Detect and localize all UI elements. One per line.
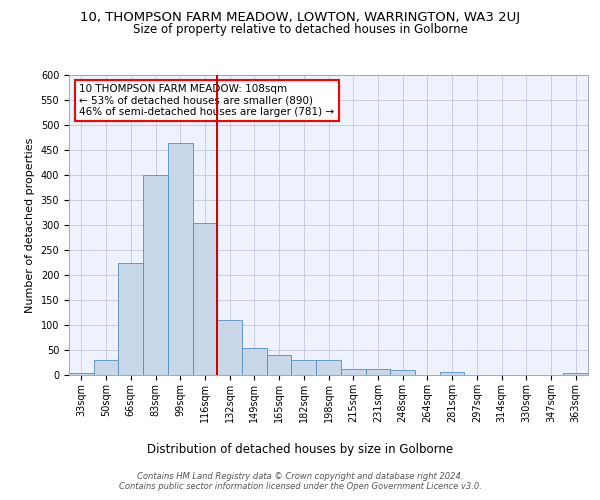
Bar bbox=[563, 372, 588, 375]
Bar bbox=[292, 360, 316, 375]
Text: Distribution of detached houses by size in Golborne: Distribution of detached houses by size … bbox=[147, 442, 453, 456]
Text: 10 THOMPSON FARM MEADOW: 108sqm
← 53% of detached houses are smaller (890)
46% o: 10 THOMPSON FARM MEADOW: 108sqm ← 53% of… bbox=[79, 84, 335, 117]
Text: 10, THOMPSON FARM MEADOW, LOWTON, WARRINGTON, WA3 2UJ: 10, THOMPSON FARM MEADOW, LOWTON, WARRIN… bbox=[80, 11, 520, 24]
Bar bbox=[143, 175, 168, 375]
Bar bbox=[316, 360, 341, 375]
Text: Size of property relative to detached houses in Golborne: Size of property relative to detached ho… bbox=[133, 22, 467, 36]
Bar bbox=[267, 355, 292, 375]
Text: Contains public sector information licensed under the Open Government Licence v3: Contains public sector information licen… bbox=[119, 482, 481, 491]
Bar bbox=[118, 262, 143, 375]
Bar bbox=[168, 142, 193, 375]
Y-axis label: Number of detached properties: Number of detached properties bbox=[25, 138, 35, 312]
Text: Contains HM Land Registry data © Crown copyright and database right 2024.: Contains HM Land Registry data © Crown c… bbox=[137, 472, 463, 481]
Bar bbox=[242, 348, 267, 375]
Bar bbox=[217, 320, 242, 375]
Bar bbox=[193, 222, 217, 375]
Bar bbox=[341, 368, 365, 375]
Bar bbox=[94, 360, 118, 375]
Bar bbox=[365, 369, 390, 375]
Bar bbox=[440, 372, 464, 375]
Bar bbox=[390, 370, 415, 375]
Bar bbox=[69, 372, 94, 375]
